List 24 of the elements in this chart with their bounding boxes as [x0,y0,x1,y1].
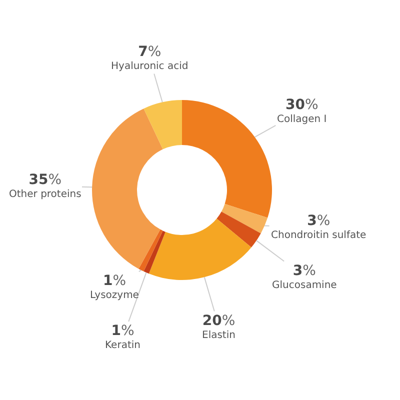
donut-slice [144,100,182,150]
data-label: 1% [111,323,134,339]
donut-slice [221,204,268,234]
donut-slice [138,229,163,272]
data-label: 20% [202,313,236,329]
data-label: 35% [28,172,62,188]
slice-label: Glucosamine [272,280,337,291]
donut-slice [144,230,166,274]
slice-label: Other proteins [9,189,82,200]
slice-label: Hyaluronic acid [111,61,188,72]
data-label: 7% [138,44,162,60]
data-label: 3% [307,213,330,229]
slice-label: Collagen I [277,114,327,125]
slice-label: Lysozyme [90,290,139,301]
slice-label: Elastin [202,330,236,341]
data-label: 30% [285,97,318,113]
donut-slice [92,108,163,269]
donut-slice [216,212,261,248]
donut-slice [182,100,272,218]
slice-label: Chondroitin sulfate [271,230,366,241]
data-label: 1% [102,273,126,289]
data-label: 3% [292,263,316,279]
donut-slice [148,218,252,280]
slice-label: Keratin [105,340,140,351]
